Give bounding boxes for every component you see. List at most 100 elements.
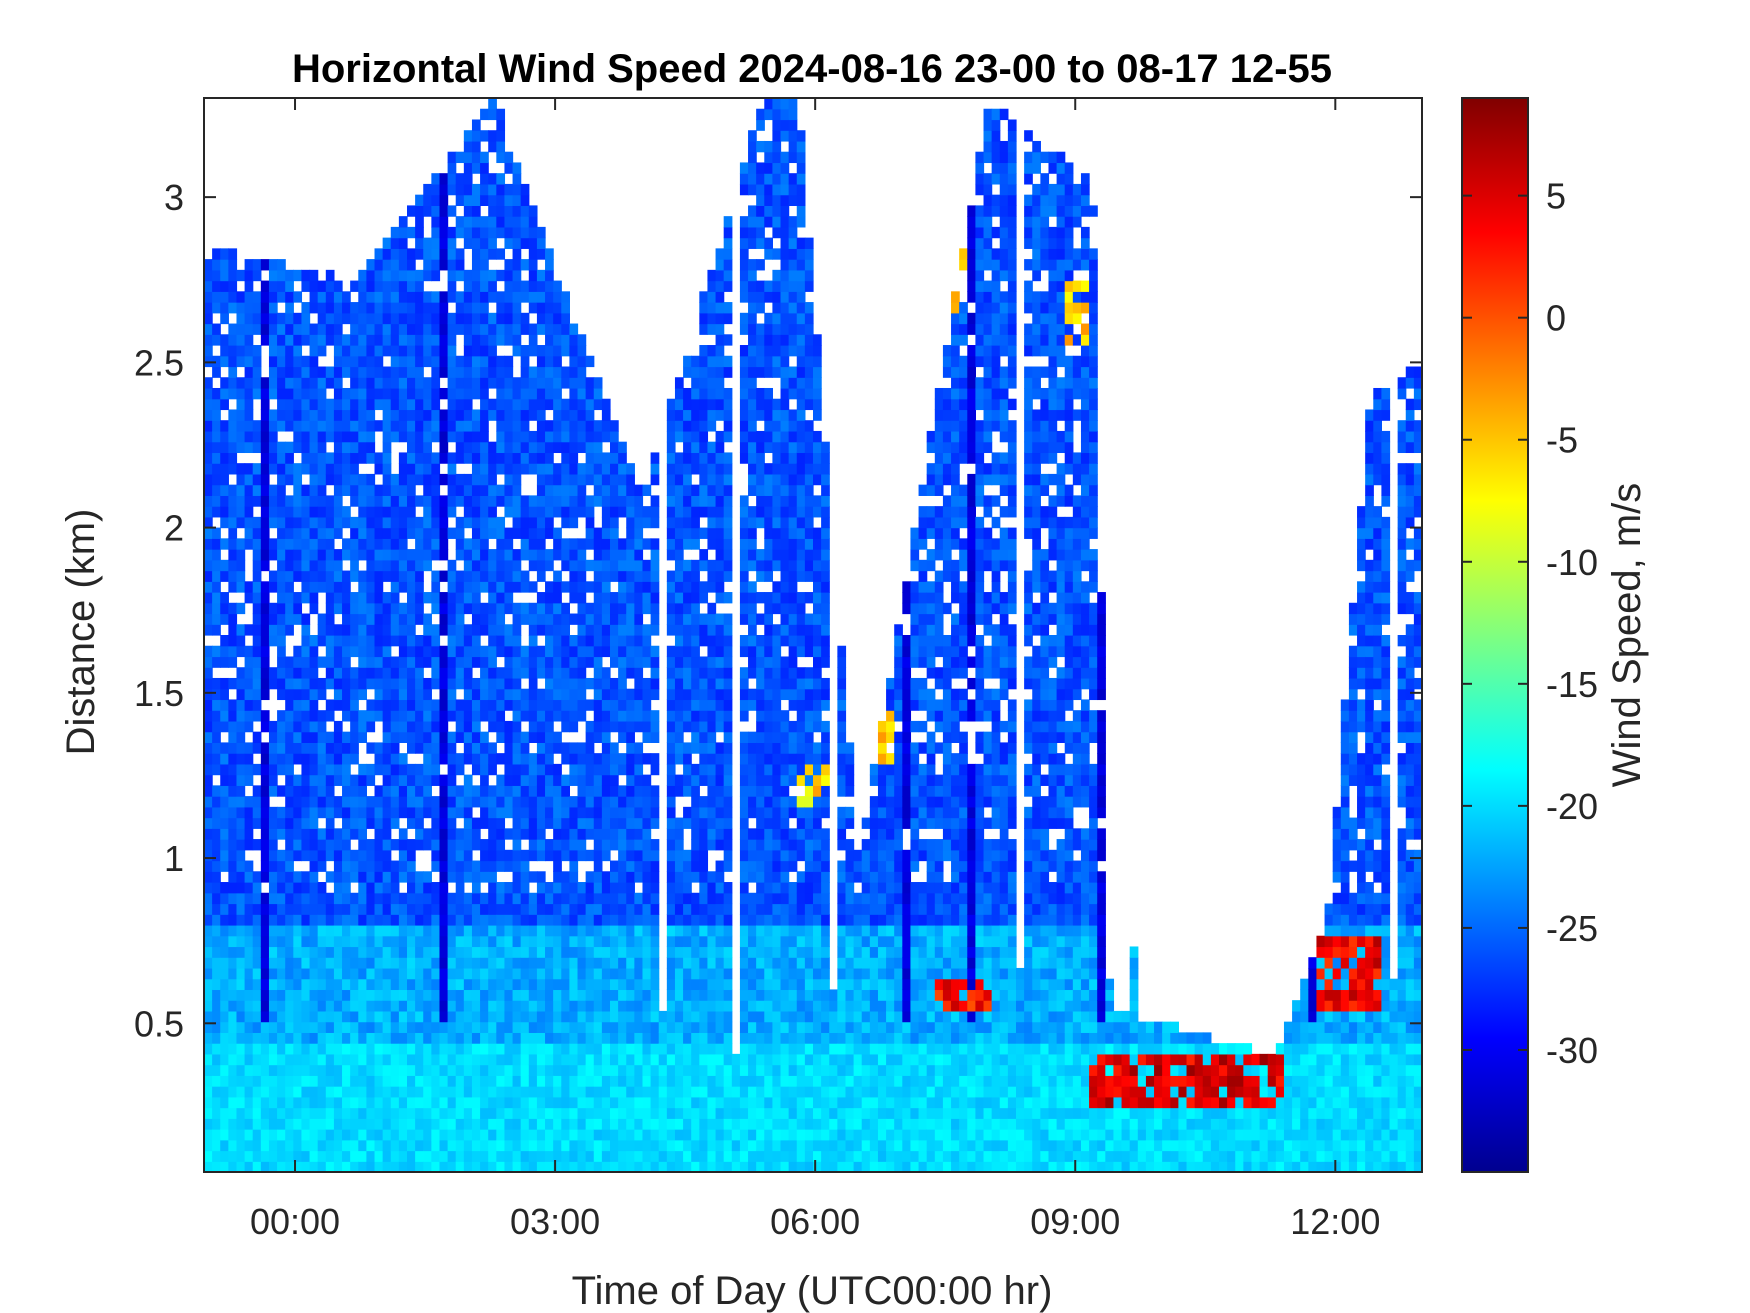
heatmap-cell bbox=[252, 710, 262, 722]
heatmap-cell bbox=[333, 366, 343, 378]
heatmap-cell bbox=[342, 796, 351, 808]
heatmap-cell bbox=[666, 871, 676, 883]
heatmap-cell bbox=[285, 720, 294, 733]
heatmap-cell bbox=[366, 817, 376, 829]
heatmap-cell bbox=[228, 624, 238, 636]
heatmap-cell bbox=[528, 377, 538, 389]
heatmap-cell bbox=[398, 538, 408, 550]
heatmap-cell bbox=[277, 549, 286, 561]
heatmap-cell bbox=[496, 592, 506, 604]
heatmap-cell bbox=[333, 828, 343, 840]
heatmap-cell bbox=[252, 957, 262, 969]
heatmap-cell bbox=[212, 763, 221, 776]
heatmap-cell bbox=[585, 731, 595, 743]
heatmap-cell bbox=[626, 581, 635, 593]
heatmap-cell bbox=[626, 592, 635, 604]
heatmap-cell bbox=[488, 785, 497, 797]
heatmap-cell bbox=[366, 527, 376, 539]
heatmap-cell bbox=[561, 796, 570, 808]
heatmap-cell bbox=[658, 1096, 668, 1109]
heatmap-cell bbox=[650, 602, 660, 615]
heatmap-cell bbox=[715, 785, 725, 797]
heatmap-cell bbox=[431, 914, 441, 926]
heatmap-cell bbox=[585, 387, 595, 400]
heatmap-cell bbox=[699, 720, 709, 733]
heatmap-cell bbox=[390, 892, 400, 905]
heatmap-cell bbox=[228, 570, 238, 582]
heatmap-cell bbox=[244, 688, 254, 701]
heatmap-cell bbox=[212, 366, 221, 378]
heatmap-cell bbox=[691, 1150, 700, 1162]
heatmap-cell bbox=[374, 924, 384, 937]
heatmap-cell bbox=[455, 892, 465, 905]
heatmap-cell bbox=[390, 1129, 400, 1141]
heatmap-cell bbox=[228, 377, 238, 389]
heatmap-cell bbox=[212, 409, 221, 421]
heatmap-cell bbox=[723, 280, 733, 292]
heatmap-cell bbox=[528, 291, 538, 303]
heatmap-cell bbox=[471, 1107, 481, 1119]
heatmap-cell bbox=[561, 581, 570, 593]
heatmap-cell bbox=[333, 839, 343, 851]
heatmap-cell bbox=[536, 345, 546, 357]
heatmap-cell bbox=[325, 613, 335, 625]
heatmap-cell bbox=[536, 366, 546, 378]
heatmap-cell bbox=[561, 871, 570, 883]
heatmap-cell bbox=[610, 924, 619, 937]
heatmap-cell bbox=[512, 1161, 522, 1173]
heatmap-cell bbox=[317, 1118, 327, 1130]
heatmap-cell bbox=[674, 946, 684, 958]
heatmap-cell bbox=[268, 1064, 278, 1076]
heatmap-cell bbox=[244, 624, 254, 636]
heatmap-cell bbox=[536, 226, 546, 239]
heatmap-cell bbox=[285, 935, 294, 948]
heatmap-cell bbox=[398, 1075, 408, 1087]
heatmap-cell bbox=[634, 935, 644, 948]
heatmap-cell bbox=[285, 602, 294, 615]
heatmap-cell bbox=[382, 957, 392, 969]
heatmap-cell bbox=[723, 667, 733, 679]
heatmap-cell bbox=[488, 527, 497, 539]
heatmap-cell bbox=[439, 957, 449, 969]
heatmap-cell bbox=[715, 1010, 725, 1023]
heatmap-cell bbox=[260, 613, 270, 625]
heatmap-cell bbox=[626, 828, 635, 840]
heatmap-cell bbox=[277, 656, 286, 668]
heatmap-cell bbox=[496, 173, 506, 185]
heatmap-cell bbox=[390, 484, 400, 496]
heatmap-cell bbox=[707, 914, 717, 926]
heatmap-cell bbox=[699, 484, 709, 496]
heatmap-cell bbox=[301, 796, 311, 808]
heatmap-cell bbox=[569, 817, 579, 829]
heatmap-cell bbox=[398, 624, 408, 636]
heatmap-cell bbox=[471, 914, 481, 926]
heatmap-cell bbox=[480, 302, 489, 314]
heatmap-cell bbox=[593, 1086, 603, 1098]
heatmap-cell bbox=[293, 817, 303, 829]
heatmap-cell bbox=[674, 924, 684, 937]
heatmap-cell bbox=[504, 1000, 514, 1012]
heatmap-cell bbox=[480, 957, 489, 969]
heatmap-cell bbox=[610, 527, 619, 539]
heatmap-cell bbox=[691, 592, 700, 604]
heatmap-cell bbox=[301, 387, 311, 400]
heatmap-cell bbox=[366, 280, 376, 292]
heatmap-cell bbox=[471, 753, 481, 765]
heatmap-cell bbox=[260, 1086, 270, 1098]
heatmap-cell bbox=[553, 763, 562, 776]
heatmap-cell bbox=[423, 398, 432, 411]
heatmap-cell bbox=[236, 978, 246, 991]
heatmap-cell bbox=[366, 1118, 376, 1130]
heatmap-cell bbox=[350, 1086, 359, 1098]
heatmap-cell bbox=[220, 495, 229, 507]
heatmap-cell bbox=[260, 538, 270, 550]
heatmap-cell bbox=[204, 839, 213, 851]
heatmap-cell bbox=[301, 742, 311, 754]
heatmap-cell bbox=[601, 957, 611, 969]
heatmap-cell bbox=[463, 441, 473, 454]
heatmap-cell bbox=[277, 495, 286, 507]
heatmap-cell bbox=[683, 1129, 692, 1141]
heatmap-cell bbox=[488, 205, 497, 217]
heatmap-cell bbox=[204, 882, 213, 894]
heatmap-cell bbox=[504, 1139, 514, 1152]
